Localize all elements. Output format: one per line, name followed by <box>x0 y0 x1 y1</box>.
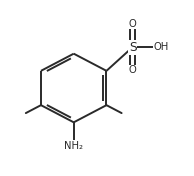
Text: NH₂: NH₂ <box>64 141 83 151</box>
Text: OH: OH <box>154 42 169 52</box>
Text: S: S <box>129 41 137 54</box>
Text: O: O <box>129 65 137 75</box>
Text: O: O <box>129 19 137 29</box>
